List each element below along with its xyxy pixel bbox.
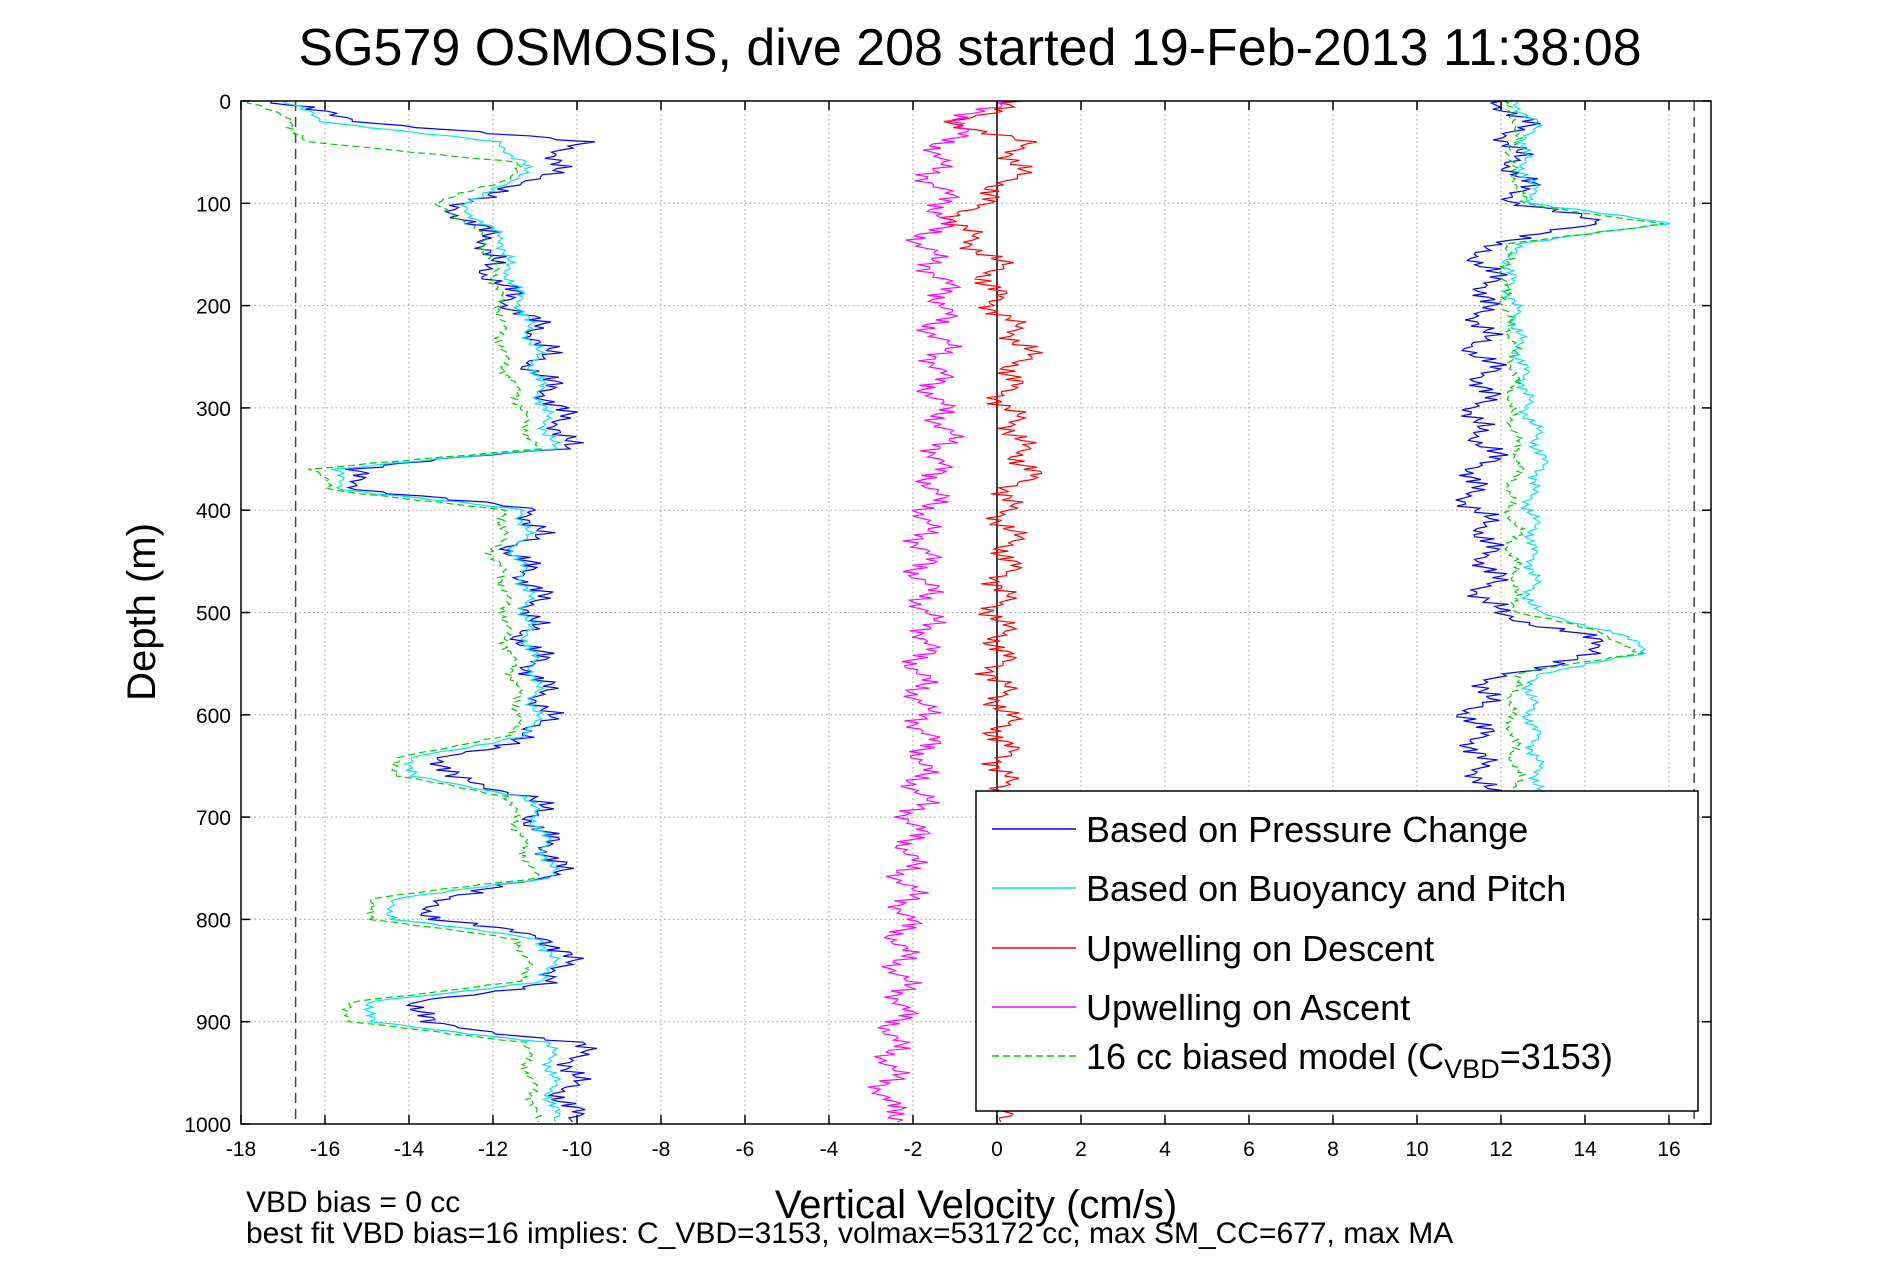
y-tick-label-0: 0	[219, 91, 231, 114]
best-fit-note: best fit VBD bias=16 implies: C_VBD=3153…	[246, 1217, 1453, 1250]
x-tick-label-4: -10	[562, 1138, 592, 1161]
x-tick-label-13: 8	[1327, 1138, 1339, 1161]
series-3-ascent-line	[867, 101, 1013, 1123]
y-tick-label-2: 200	[196, 296, 231, 319]
x-tick-label-9: 0	[991, 1138, 1003, 1161]
x-tick-label-2: -14	[394, 1138, 425, 1161]
legend-label-1: Based on Buoyancy and Pitch	[1086, 868, 1566, 909]
legend-box	[975, 790, 1699, 1112]
x-tick-label-17: 16	[1657, 1138, 1680, 1161]
x-tick-label-10: 2	[1075, 1138, 1087, 1161]
y-tick-label-5: 500	[196, 603, 231, 626]
y-tick-label-1: 100	[196, 193, 231, 216]
y-tick-label-7: 700	[196, 807, 231, 830]
x-tick-label-12: 6	[1243, 1138, 1255, 1161]
y-tick-label-3: 300	[196, 398, 231, 421]
x-tick-label-11: 4	[1159, 1138, 1171, 1161]
x-tick-label-8: -2	[904, 1138, 923, 1161]
x-tick-label-1: -16	[310, 1138, 340, 1161]
chart-title: SG579 OSMOSIS, dive 208 started 19-Feb-2…	[298, 19, 1641, 77]
legend-label-3: Upwelling on Ascent	[1086, 987, 1410, 1028]
x-tick-label-6: -6	[736, 1138, 755, 1161]
y-tick-label-8: 800	[196, 909, 231, 932]
x-tick-label-0: -18	[226, 1138, 256, 1161]
x-axis-ticks: -18 -16 -14 -12 -10 -8 -6 -4 -2 0 2 4 6 8 10 12 14 16	[226, 101, 1681, 1161]
y-tick-label-6: 600	[196, 705, 231, 728]
y-tick-label-9: 900	[196, 1012, 231, 1035]
y-axis-ticks: 0 100 200 300 400 500 600 700 800 900 1000	[184, 91, 1711, 1137]
y-tick-label-4: 400	[196, 500, 231, 523]
legend-label-0: Based on Pressure Change	[1086, 809, 1528, 850]
series-0-ascent-line	[1455, 101, 1605, 816]
x-tick-label-15: 12	[1489, 1138, 1512, 1161]
legend: Based on Pressure Change Based on Buoyanc…	[975, 790, 1699, 1112]
x-tick-label-7: -4	[820, 1138, 839, 1161]
legend-label-2: Upwelling on Descent	[1086, 928, 1434, 969]
vbd-bias-note: VBD bias = 0 cc	[246, 1186, 460, 1219]
x-tick-label-14: 10	[1405, 1138, 1428, 1161]
y-tick-label-10: 1000	[184, 1114, 231, 1137]
legend-label-4: 16 cc biased model (CVBD=3153)	[1086, 1036, 1613, 1084]
series-4-ascent-line	[1497, 101, 1664, 816]
series-1-descent-line	[283, 101, 563, 1123]
series-0-descent-line	[269, 101, 598, 1123]
y-axis-label: Depth (m)	[120, 523, 164, 701]
x-tick-label-5: -8	[652, 1138, 671, 1161]
series-4-descent-line	[246, 101, 543, 1123]
x-tick-label-16: 14	[1573, 1138, 1597, 1161]
series-1-ascent-line	[1499, 101, 1671, 816]
x-tick-label-3: -12	[478, 1138, 508, 1161]
x-axis-label: Vertical Velocity (cm/s)	[775, 1183, 1177, 1227]
